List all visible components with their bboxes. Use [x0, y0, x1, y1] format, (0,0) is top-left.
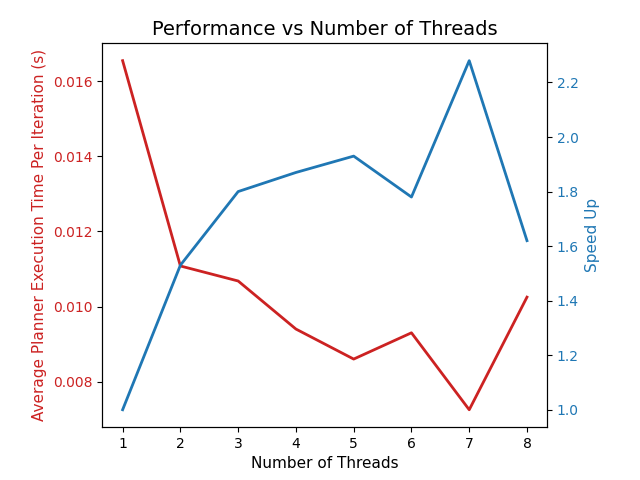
X-axis label: Number of Threads: Number of Threads: [251, 456, 399, 471]
Title: Performance vs Number of Threads: Performance vs Number of Threads: [152, 20, 498, 39]
Y-axis label: Average Planner Execution Time Per Iteration (s): Average Planner Execution Time Per Itera…: [33, 49, 47, 421]
Y-axis label: Speed Up: Speed Up: [584, 198, 600, 272]
